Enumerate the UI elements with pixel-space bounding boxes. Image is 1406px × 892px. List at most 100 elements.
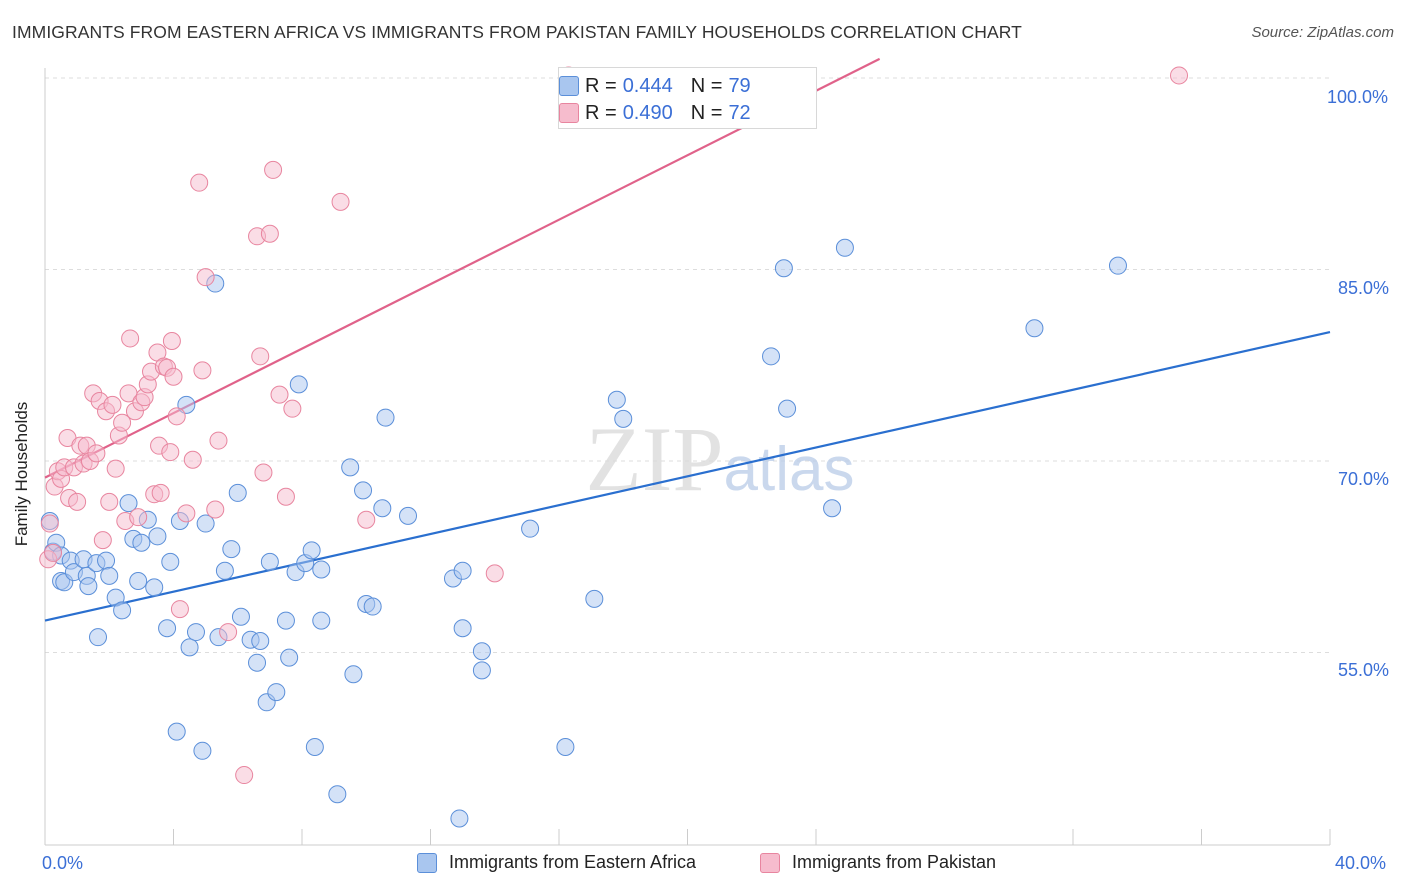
data-point-pink [331, 192, 350, 211]
y-tick-label-55: 55.0% [1338, 660, 1390, 680]
correlation-legend: R = 0.444 N = 79 R = 0.490 N = 72 [558, 67, 817, 129]
source-attribution: Source: ZipAtlas.com [1251, 24, 1394, 41]
x-tick-label-min: 0.0% [42, 853, 84, 873]
watermark-atlas: atlas [724, 435, 855, 504]
data-point-blue [472, 661, 491, 680]
data-point-pink [276, 487, 295, 506]
data-point-blue [607, 390, 626, 409]
data-point-blue [376, 408, 395, 427]
data-point-blue [119, 494, 138, 513]
data-point-blue [302, 541, 321, 560]
bottom-legend-swatch-pink [760, 852, 780, 873]
y-tick-label-85: 85.0% [1338, 278, 1390, 298]
y-tick-label-100: 100.0% [1327, 87, 1389, 107]
data-point-blue [778, 399, 797, 418]
data-point-pink [183, 450, 202, 469]
data-point-blue [276, 611, 295, 630]
bottom-legend-swatch-blue [417, 852, 437, 873]
data-point-blue [193, 741, 212, 760]
y-tick-label-70: 70.0% [1338, 469, 1390, 489]
data-point-blue [186, 623, 205, 642]
legend-r-value: 0.490 [622, 101, 673, 124]
legend-r-label: R = [585, 74, 617, 97]
data-point-blue [231, 607, 250, 626]
data-point-blue [556, 737, 575, 756]
data-point-pink [87, 444, 106, 463]
data-point-blue [113, 601, 132, 620]
legend-row-blue: R = 0.444 N = 79 [559, 73, 751, 99]
data-point-blue [158, 619, 177, 638]
data-point-blue [312, 611, 331, 630]
data-point-pink [209, 431, 228, 450]
data-point-pink [68, 492, 87, 511]
data-point-pink [270, 385, 289, 404]
data-point-blue [177, 395, 196, 414]
data-point-pink [40, 514, 59, 533]
data-point-blue [453, 619, 472, 638]
legend-swatch-blue [559, 76, 579, 96]
data-point-pink [167, 407, 186, 426]
data-point-blue [228, 483, 247, 502]
bottom-legend-eastern-africa: Immigrants from Eastern Africa [417, 852, 696, 873]
legend-swatch-pink [559, 103, 579, 123]
legend-n-value: 79 [728, 74, 751, 97]
data-point-blue [835, 238, 854, 257]
data-point-pink [254, 463, 273, 482]
data-point-blue [145, 578, 164, 597]
legend-n-value: 72 [728, 101, 751, 124]
data-point-pink [121, 329, 140, 348]
data-point-pink [177, 504, 196, 523]
data-point-blue [260, 552, 279, 571]
data-point-blue [312, 560, 331, 579]
trend-line-blue [44, 330, 1331, 622]
data-point-blue [354, 481, 373, 500]
data-point-blue [132, 533, 151, 552]
data-point-blue [1108, 256, 1127, 275]
data-point-blue [363, 597, 382, 616]
data-point-blue [167, 722, 186, 741]
data-point-blue [373, 499, 392, 518]
data-point-blue [399, 506, 418, 525]
legend-r-label: R = [585, 101, 617, 124]
axes [44, 68, 1331, 846]
data-point-pink [206, 500, 225, 519]
y-axis-label-wrap: Family Households [10, 402, 34, 547]
data-point-blue [129, 572, 148, 591]
data-point-blue [453, 561, 472, 580]
data-point-blue [248, 653, 267, 672]
trend-lines [44, 57, 1331, 622]
data-point-blue [774, 259, 793, 278]
bottom-legend-pakistan: Immigrants from Pakistan [760, 852, 996, 873]
legend-n-label: N = [690, 101, 723, 124]
y-axis-label: Family Households [12, 401, 31, 547]
data-point-pink [129, 508, 148, 527]
data-point-pink [357, 510, 376, 529]
data-point-pink [162, 331, 181, 350]
legend-row-pink: R = 0.490 N = 72 [559, 100, 751, 126]
data-point-blue [280, 648, 299, 667]
legend-r-value: 0.444 [622, 74, 673, 97]
data-point-blue [251, 632, 270, 651]
data-point-blue [521, 519, 540, 538]
data-point-blue [823, 499, 842, 518]
data-point-blue [289, 375, 308, 394]
data-point-blue [97, 551, 116, 570]
data-point-blue [222, 540, 241, 559]
data-point-pink [93, 531, 112, 550]
data-point-blue [161, 552, 180, 571]
data-point-pink [235, 766, 254, 785]
data-point-blue [267, 683, 286, 702]
data-point-pink [193, 361, 212, 380]
data-point-blue [472, 642, 491, 661]
data-point-blue [1025, 319, 1044, 338]
data-point-pink [251, 347, 270, 366]
x-tick-label-max: 40.0% [1335, 853, 1387, 873]
data-point-pink [1170, 66, 1189, 85]
bottom-legend-label: Immigrants from Pakistan [792, 852, 997, 872]
data-point-pink [151, 483, 170, 502]
data-point-blue [79, 577, 98, 596]
data-point-blue [344, 665, 363, 684]
data-point-pink [485, 564, 504, 583]
data-point-pink [103, 395, 122, 414]
data-point-pink [44, 543, 63, 562]
